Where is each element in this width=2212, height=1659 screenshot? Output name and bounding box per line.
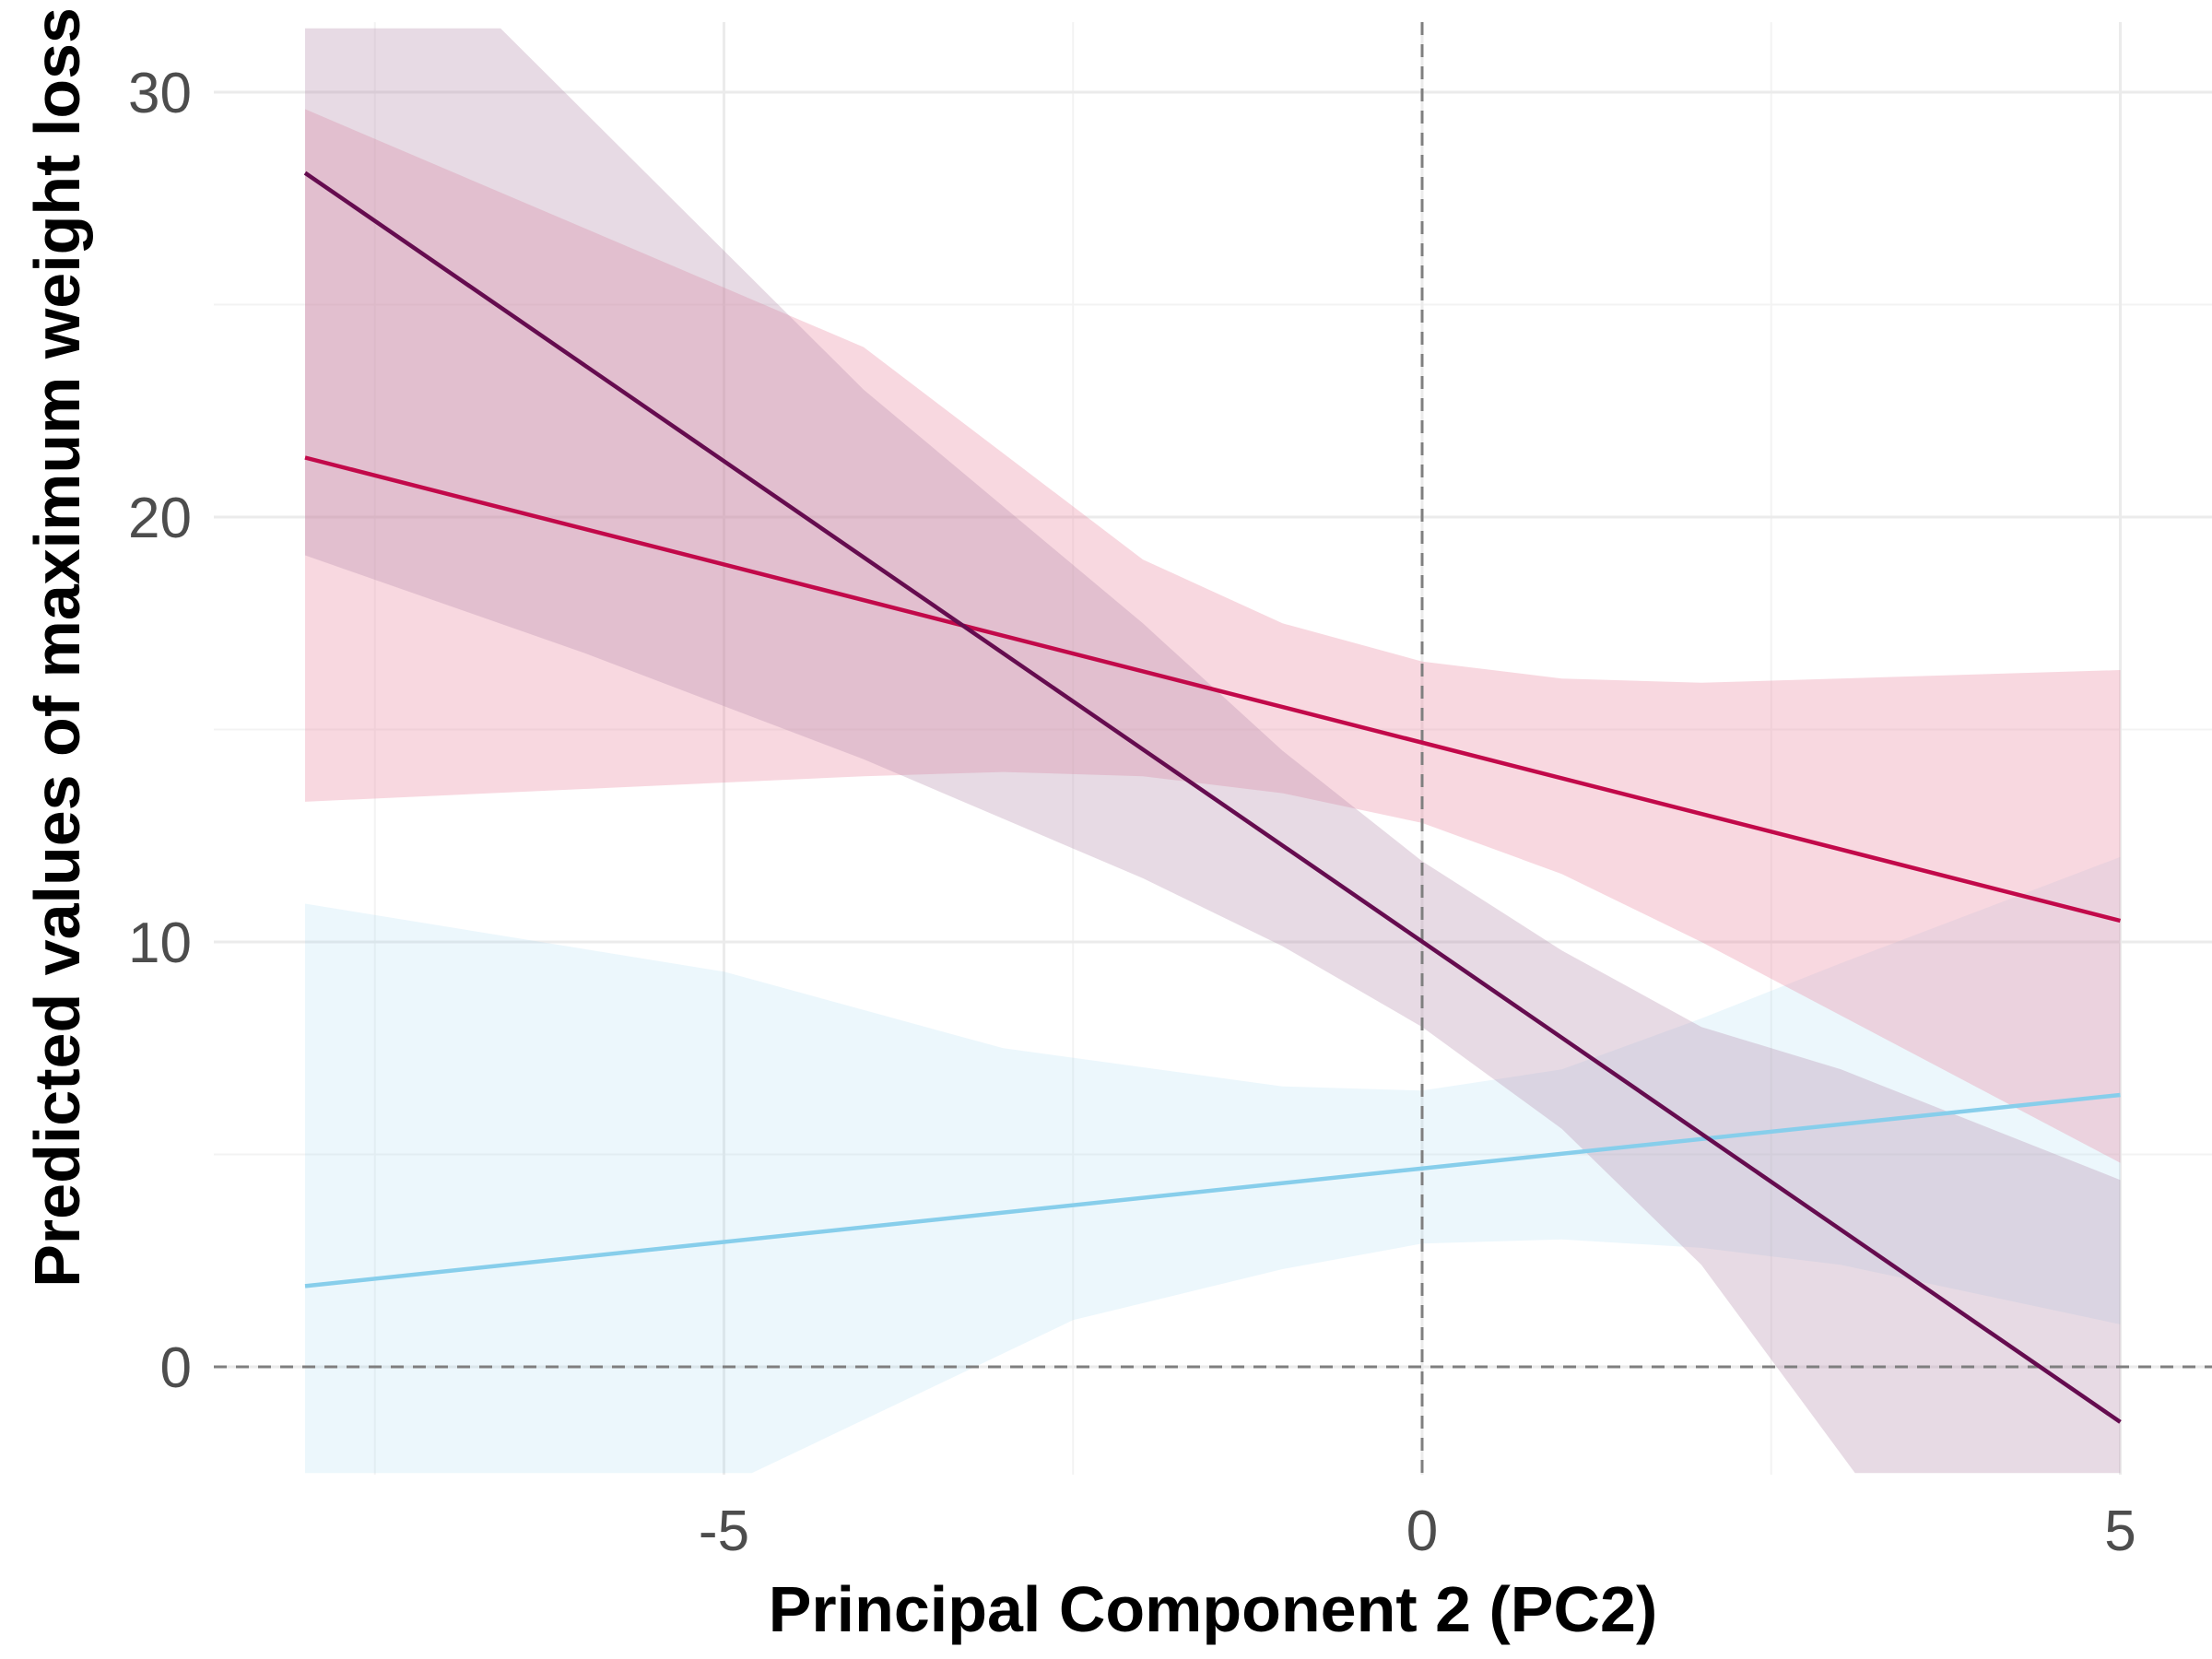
minor-gridlines bbox=[214, 22, 2212, 1475]
y-tick-label: 10 bbox=[128, 912, 192, 975]
confidence-band-1 bbox=[305, 856, 2121, 1474]
y-tick-label: 0 bbox=[160, 1336, 192, 1400]
x-tick-label: -5 bbox=[699, 1500, 749, 1563]
x-tick-label: 0 bbox=[1406, 1500, 1438, 1563]
x-tick-label: 5 bbox=[2104, 1500, 2136, 1563]
series-line-2 bbox=[304, 455, 2122, 924]
series-line-1 bbox=[304, 1092, 2121, 1288]
series-line-3 bbox=[303, 171, 2122, 1424]
reference-lines bbox=[214, 22, 2212, 1475]
y-tick-label: 20 bbox=[128, 487, 192, 550]
y-axis-title: Predicted values of maximum weight loss bbox=[21, 7, 93, 1288]
x-tick-labels: -5 0 5 bbox=[699, 1500, 2136, 1563]
y-tick-labels: 0 10 20 30 bbox=[128, 62, 192, 1400]
series-lines bbox=[303, 171, 2122, 1424]
x-axis-title: Principal Component 2 (PC2) bbox=[769, 1573, 1658, 1645]
confidence-band-2 bbox=[305, 109, 2121, 1163]
y-tick-label: 30 bbox=[128, 62, 192, 125]
